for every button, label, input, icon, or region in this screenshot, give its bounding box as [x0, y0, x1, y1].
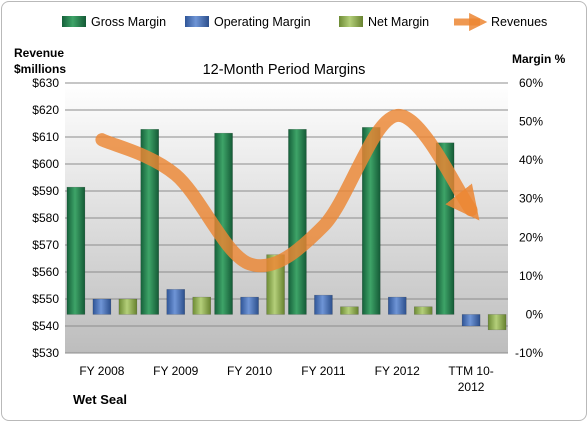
x-tick-label: FY 2011 [301, 364, 346, 378]
chart-title: 12-Month Period Margins [203, 62, 366, 78]
y-left-tick-label: $580 [32, 211, 59, 225]
y-left-tick-label: $530 [32, 346, 59, 360]
x-tick-label: FY 2012 [375, 364, 420, 378]
bar-series [66, 127, 507, 331]
net-margin-bar [414, 306, 433, 315]
y-right-tick-label: 30% [519, 192, 543, 206]
legend-swatch-operating [185, 16, 209, 27]
y-left-tick-label: $540 [32, 319, 59, 333]
revenue-line [95, 108, 480, 273]
operating-margin-bar [240, 296, 259, 315]
y-right-tick-label: -10% [515, 346, 543, 360]
y-left-tick-label: $620 [32, 103, 59, 117]
x-tick-label: FY 2008 [79, 364, 124, 378]
y-left-tick-label: $560 [32, 265, 59, 279]
net-margin-bar [340, 306, 359, 315]
operating-margin-bar [461, 314, 481, 327]
y-left-tick-label: $610 [32, 130, 59, 144]
operating-margin-bar [166, 289, 185, 315]
y-right-tick-label: 40% [519, 153, 543, 167]
gross-margin-bar [362, 127, 381, 315]
y-left-tick-label: $590 [32, 184, 59, 198]
y-left-tick-label: $630 [32, 76, 59, 90]
y-right-tick-label: 60% [519, 76, 543, 90]
legend-label-operating: Operating Margin [214, 15, 311, 29]
y-left-tick-label: $570 [32, 238, 59, 252]
revenue-line-path [95, 108, 480, 273]
y-right-label: Margin % [512, 52, 566, 66]
operating-margin-bar [314, 294, 333, 315]
legend-label-net: Net Margin [368, 15, 429, 29]
legend: Gross Margin Operating Margin Net Margin… [62, 12, 547, 32]
net-margin-bar [118, 298, 138, 315]
net-margin-bar [192, 296, 211, 315]
operating-margin-bar [92, 298, 112, 315]
legend-swatch-net [339, 16, 363, 27]
y-right-tick-label: 20% [519, 230, 543, 244]
gridlines [65, 82, 508, 354]
gross-margin-bar [288, 129, 307, 315]
x-tick-label: FY 2010 [227, 364, 272, 378]
operating-margin-bar [388, 296, 407, 315]
y-right-tick-label: 0% [526, 307, 544, 321]
net-margin-bar [487, 314, 507, 331]
y-right-tick-label: 10% [519, 269, 543, 283]
legend-label-revenues: Revenues [491, 15, 547, 29]
gross-margin-bar [66, 186, 86, 315]
x-tick-label: TTM 10- [448, 364, 493, 378]
legend-label-gross: Gross Margin [91, 15, 166, 29]
company-name: Wet Seal [73, 392, 127, 407]
gross-margin-bar [140, 129, 159, 315]
y-left-tick-label: $600 [32, 157, 59, 171]
y-left-tick-label: $550 [32, 292, 59, 306]
x-tick-label: FY 2009 [153, 364, 198, 378]
legend-swatch-gross [62, 16, 86, 27]
y-left-label-line1: Revenue [14, 46, 64, 60]
x-tick-label: 2012 [458, 380, 485, 394]
y-left-label-line2: $millions [14, 62, 66, 76]
y-right-tick-label: 50% [519, 115, 543, 129]
axes: $530 $540 $550 $560 $570 $580 $590 $600 $610 $620… [32, 76, 543, 394]
